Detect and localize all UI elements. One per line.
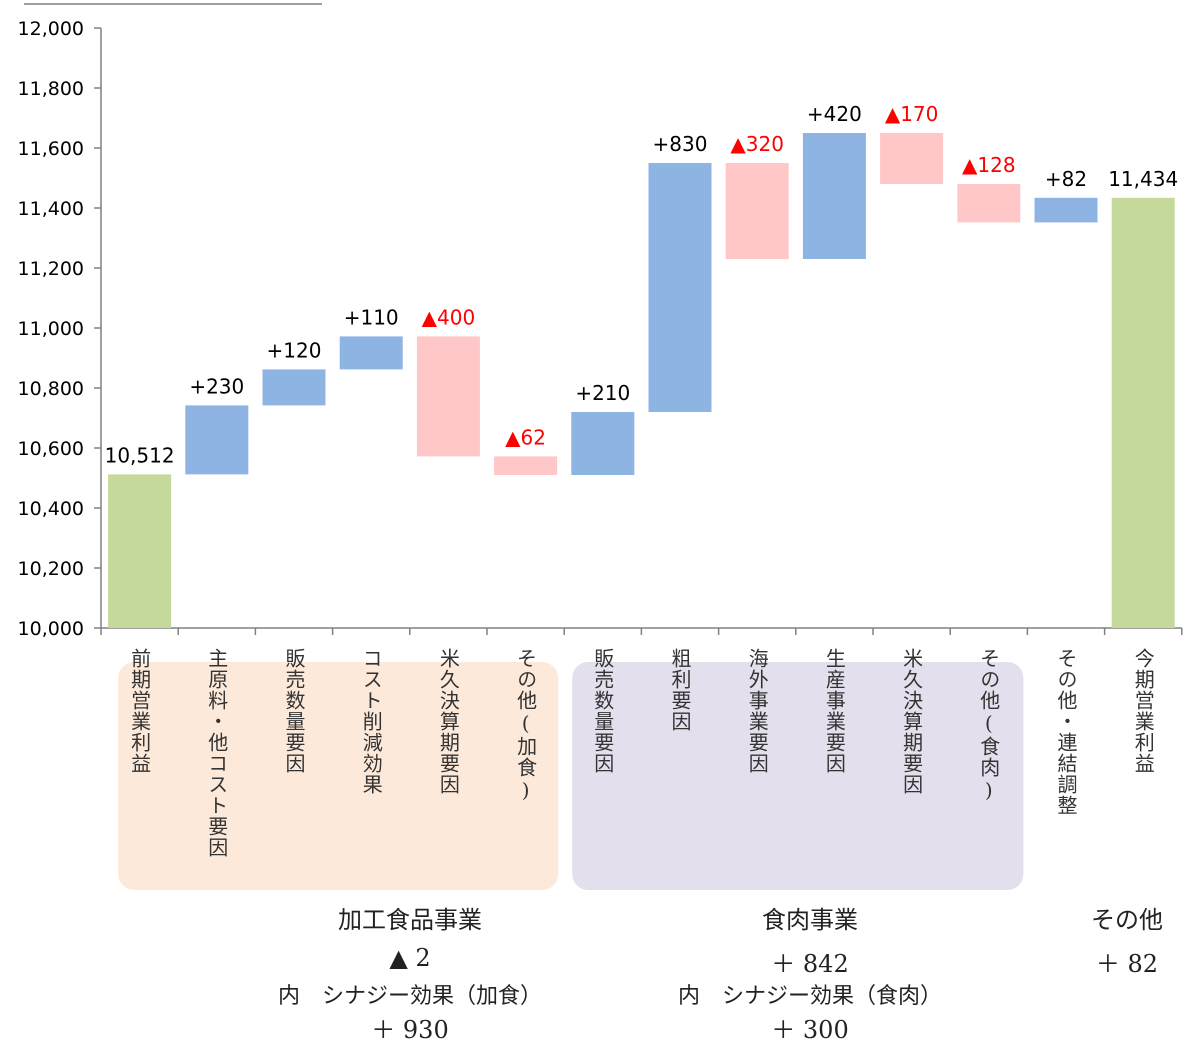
bar-value-label: +230 [189, 374, 244, 398]
bar-value-label: 10,512 [105, 443, 175, 467]
y-tick-label: 10,000 [18, 618, 84, 640]
y-tick-label: 11,600 [18, 138, 84, 160]
bar-increase [262, 369, 326, 406]
bar-increase [571, 412, 635, 475]
y-tick-label: 10,400 [18, 498, 84, 520]
y-tick-label: 10,200 [18, 558, 84, 580]
bar-decrease [416, 336, 480, 457]
bar-decrease [494, 456, 558, 475]
x-category-label: その他・連結調整 [1054, 648, 1078, 816]
x-category-label: その他(食肉) [977, 648, 1001, 803]
bar-value-label: +830 [653, 132, 708, 156]
group-meat-note-value: ＋ 300 [771, 1016, 849, 1044]
bar-increase [185, 405, 249, 475]
y-tick-label: 11,000 [18, 318, 84, 340]
x-category-label: 主原料・他コスト要因 [205, 648, 229, 858]
y-tick-label: 11,200 [18, 258, 84, 280]
x-category-label: コスト削減効果 [359, 648, 383, 795]
bar-value-label: +420 [807, 102, 862, 126]
bar-value-label: +210 [575, 381, 630, 405]
bar-decrease [880, 133, 944, 184]
group-other-total: ＋ 82 [1095, 950, 1159, 978]
y-tick-label: 11,400 [18, 198, 84, 220]
group-meat-total: ＋ 842 [771, 950, 849, 978]
bar-value-label: +82 [1045, 167, 1087, 191]
bar-increase [802, 133, 866, 259]
x-category-label: 販売数量要因 [282, 648, 306, 774]
group-processed-note-value: ＋ 930 [371, 1016, 449, 1044]
bar-total [1111, 197, 1175, 629]
group-other-name: その他 [1091, 906, 1163, 934]
bar-value-label: +120 [267, 338, 322, 362]
bar-value-label: ▲170 [885, 102, 939, 126]
bar-value-label: +110 [344, 305, 399, 329]
bar-value-label: 11,434 [1108, 167, 1178, 191]
y-tick-label: 11,800 [18, 78, 84, 100]
group-meat-note: 内 シナジー効果（食肉） [677, 984, 942, 1009]
bar-increase [1034, 197, 1098, 223]
bar-value-label: ▲320 [730, 132, 784, 156]
y-tick-label: 10,600 [18, 438, 84, 460]
group-processed-note: 内 シナジー効果（加食） [277, 984, 542, 1009]
bar-total [108, 474, 172, 628]
y-tick-label: 10,800 [18, 378, 84, 400]
x-category-label: 粗利要因 [668, 648, 692, 732]
x-category-label: 生産事業要因 [822, 648, 846, 774]
x-category-label: 前期営業利益 [128, 648, 152, 774]
x-category-label: その他(加食) [514, 648, 538, 803]
group-processed-panel [118, 662, 559, 890]
bar-value-label: ▲62 [505, 425, 546, 449]
bar-decrease [725, 163, 789, 259]
bar-increase [648, 163, 712, 412]
bar-value-label: ▲128 [962, 153, 1016, 177]
x-category-label: 米久決算期要因 [436, 648, 460, 795]
bar-increase [339, 336, 403, 370]
group-processed-total: ▲ 2 [389, 944, 431, 972]
x-category-label: 米久決算期要因 [900, 648, 924, 795]
x-category-label: 今期営業利益 [1131, 648, 1155, 774]
group-meat-panel [572, 662, 1024, 890]
y-tick-label: 12,000 [18, 18, 84, 40]
group-meat-name: 食肉事業 [762, 906, 858, 934]
bar-decrease [957, 184, 1021, 223]
x-category-label: 海外事業要因 [745, 648, 769, 774]
x-category-label: 販売数量要因 [591, 648, 615, 774]
group-processed-name: 加工食品事業 [338, 906, 482, 934]
bar-value-label: ▲400 [422, 305, 476, 329]
